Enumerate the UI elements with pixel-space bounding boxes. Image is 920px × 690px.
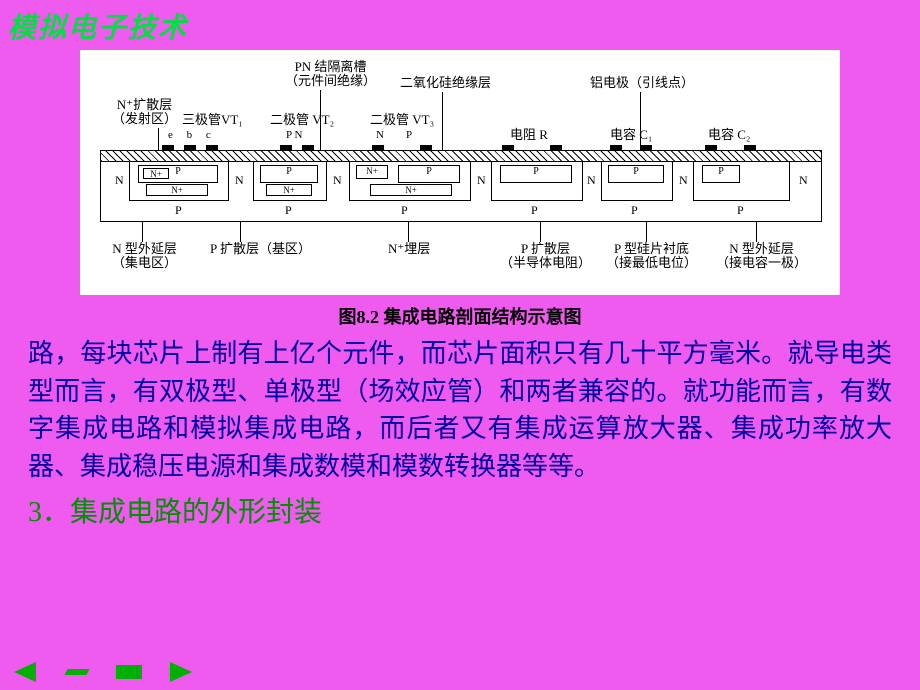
island-c1: P xyxy=(601,161,673,201)
n-region: N xyxy=(587,173,596,187)
island-c2: P xyxy=(693,161,790,201)
label-ebc: e b c xyxy=(168,128,211,142)
island-vt1: P N+ N+ xyxy=(129,161,229,201)
nav-prev-button[interactable] xyxy=(10,660,40,684)
nav-bar xyxy=(10,660,196,684)
slash-icon xyxy=(64,669,89,675)
n-region: N xyxy=(679,173,688,187)
label-base: P 扩散层（基区） xyxy=(210,242,311,256)
rect-icon xyxy=(116,665,142,679)
island-vt3: N+ P N+ xyxy=(349,161,471,201)
p-substrate xyxy=(101,201,821,221)
label-n-cap: N 型外延层 （接电容一极） xyxy=(716,242,807,270)
n-region: N xyxy=(799,173,808,187)
nav-next-button[interactable] xyxy=(166,660,196,684)
label-vt1: 三极管VT₁ xyxy=(182,113,243,127)
label-p-resistor: P 扩散层 （半导体电阻） xyxy=(500,242,591,270)
label-r: 电阻 R xyxy=(510,128,548,142)
body-paragraph: 路，每块芯片上制有上亿个元件，而芯片面积只有几十平方毫米。就导电类型而言，有双极… xyxy=(28,335,892,486)
arrow-left-icon xyxy=(14,662,36,682)
label-emitter: N⁺扩散层 （发射区） xyxy=(112,98,177,126)
label-np-vt3: N P xyxy=(376,128,412,142)
label-pn-isolation: PN 结隔离槽 （元件间绝缘） xyxy=(285,60,376,88)
label-buried: N⁺埋层 xyxy=(388,242,430,256)
island-vt2: P N+ xyxy=(253,161,327,201)
label-vt2: 二极管 VT₂ xyxy=(270,113,334,127)
cross-section-figure: PN 结隔离槽 （元件间绝缘） 二氧化硅绝缘层 铝电极（引线点） N⁺扩散层 （… xyxy=(80,50,840,295)
nav-menu-button[interactable] xyxy=(114,660,144,684)
n-region: N xyxy=(115,173,124,187)
label-al-electrode: 铝电极（引线点） xyxy=(590,76,694,90)
section-heading: 3．集成电路的外形封装 xyxy=(28,490,892,530)
section-num: 3． xyxy=(28,497,70,528)
nav-edit-button[interactable] xyxy=(62,660,92,684)
n-region: N xyxy=(477,173,486,187)
n-region: N xyxy=(333,173,342,187)
island-r: P xyxy=(491,161,583,201)
page-title: 模拟电子技术 xyxy=(0,0,920,50)
figure-caption: 图8.2 集成电路剖面结构示意图 xyxy=(0,303,920,329)
arrow-right-icon xyxy=(170,662,192,682)
label-collector: N 型外延层 （集电区） xyxy=(112,242,177,270)
label-pn-vt2: P N xyxy=(286,128,302,142)
label-vt3: 二极管 VT₃ xyxy=(370,113,434,127)
label-c2: 电容 C₂ xyxy=(708,128,750,142)
label-sio2: 二氧化硅绝缘层 xyxy=(400,76,491,90)
cross-section: P N+ N+ P N+ N+ P N+ P P P N N N N N N N xyxy=(100,150,822,222)
label-p-substrate: P 型硅片衬底 （接最低电位） xyxy=(606,242,697,270)
label-c1: 电容 C₁ xyxy=(610,128,652,142)
n-region: N xyxy=(235,173,244,187)
section-title: 集成电路的外形封装 xyxy=(70,497,322,528)
